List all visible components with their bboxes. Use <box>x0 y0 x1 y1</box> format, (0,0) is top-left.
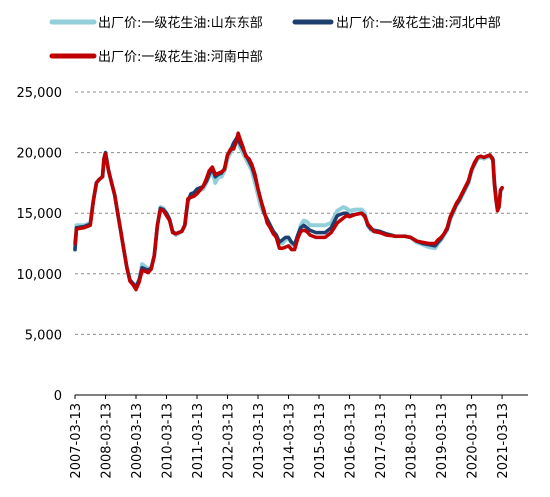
x-tick-label: 2018-03-13 <box>405 403 420 479</box>
legend-item-henan: 出厂价:一级花生油:河南中部 <box>49 49 263 65</box>
x-tick-label: 2008-03-13 <box>100 403 115 479</box>
x-tick-label: 2009-03-13 <box>130 403 145 479</box>
legend-label-henan: 出厂价:一级花生油:河南中部 <box>98 49 263 65</box>
x-axis-ticks: 2007-03-13 2008-03-13 2009-03-13 2010-03-13… <box>69 395 511 479</box>
series-lines <box>73 131 505 292</box>
x-tick-label: 2014-03-13 <box>283 403 298 479</box>
x-tick-label: 2017-03-13 <box>374 403 389 479</box>
series-line-henan <box>73 131 504 292</box>
series-line-shandong <box>73 132 505 288</box>
y-tick-label: 0 <box>54 389 62 404</box>
x-tick-label: 2016-03-13 <box>344 403 359 479</box>
series-line-hebei <box>73 132 504 289</box>
x-tick-label: 2020-03-13 <box>466 403 481 479</box>
legend-item-hebei: 出厂价:一级花生油:河北中部 <box>292 15 501 31</box>
y-tick-label: 15,000 <box>17 207 63 222</box>
x-tick-label: 2019-03-13 <box>435 403 450 479</box>
x-tick-label: 2012-03-13 <box>222 403 237 479</box>
legend-label-shandong: 出厂价:一级花生油:山东东部 <box>98 15 263 31</box>
legend-label-hebei: 出厂价:一级花生油:河北中部 <box>336 15 501 31</box>
y-axis-ticks: 0 5,000 10,000 15,000 20,000 25,000 <box>17 86 63 404</box>
y-tick-label: 25,000 <box>17 86 63 101</box>
legend: 出厂价:一级花生油:山东东部 出厂价:一级花生油:河北中部 出厂价:一级花生油:… <box>49 15 501 65</box>
grid <box>75 91 528 335</box>
x-tick-label: 2007-03-13 <box>69 403 84 479</box>
x-tick-label: 2011-03-13 <box>191 403 206 479</box>
legend-item-shandong: 出厂价:一级花生油:山东东部 <box>49 15 263 31</box>
x-tick-label: 2015-03-13 <box>313 403 328 479</box>
x-tick-label: 2013-03-13 <box>252 403 267 479</box>
x-tick-label: 2010-03-13 <box>161 403 176 479</box>
x-tick-label: 2021-03-13 <box>496 403 511 479</box>
y-tick-label: 10,000 <box>17 268 63 283</box>
y-tick-label: 5,000 <box>25 328 62 343</box>
y-tick-label: 20,000 <box>17 147 63 162</box>
